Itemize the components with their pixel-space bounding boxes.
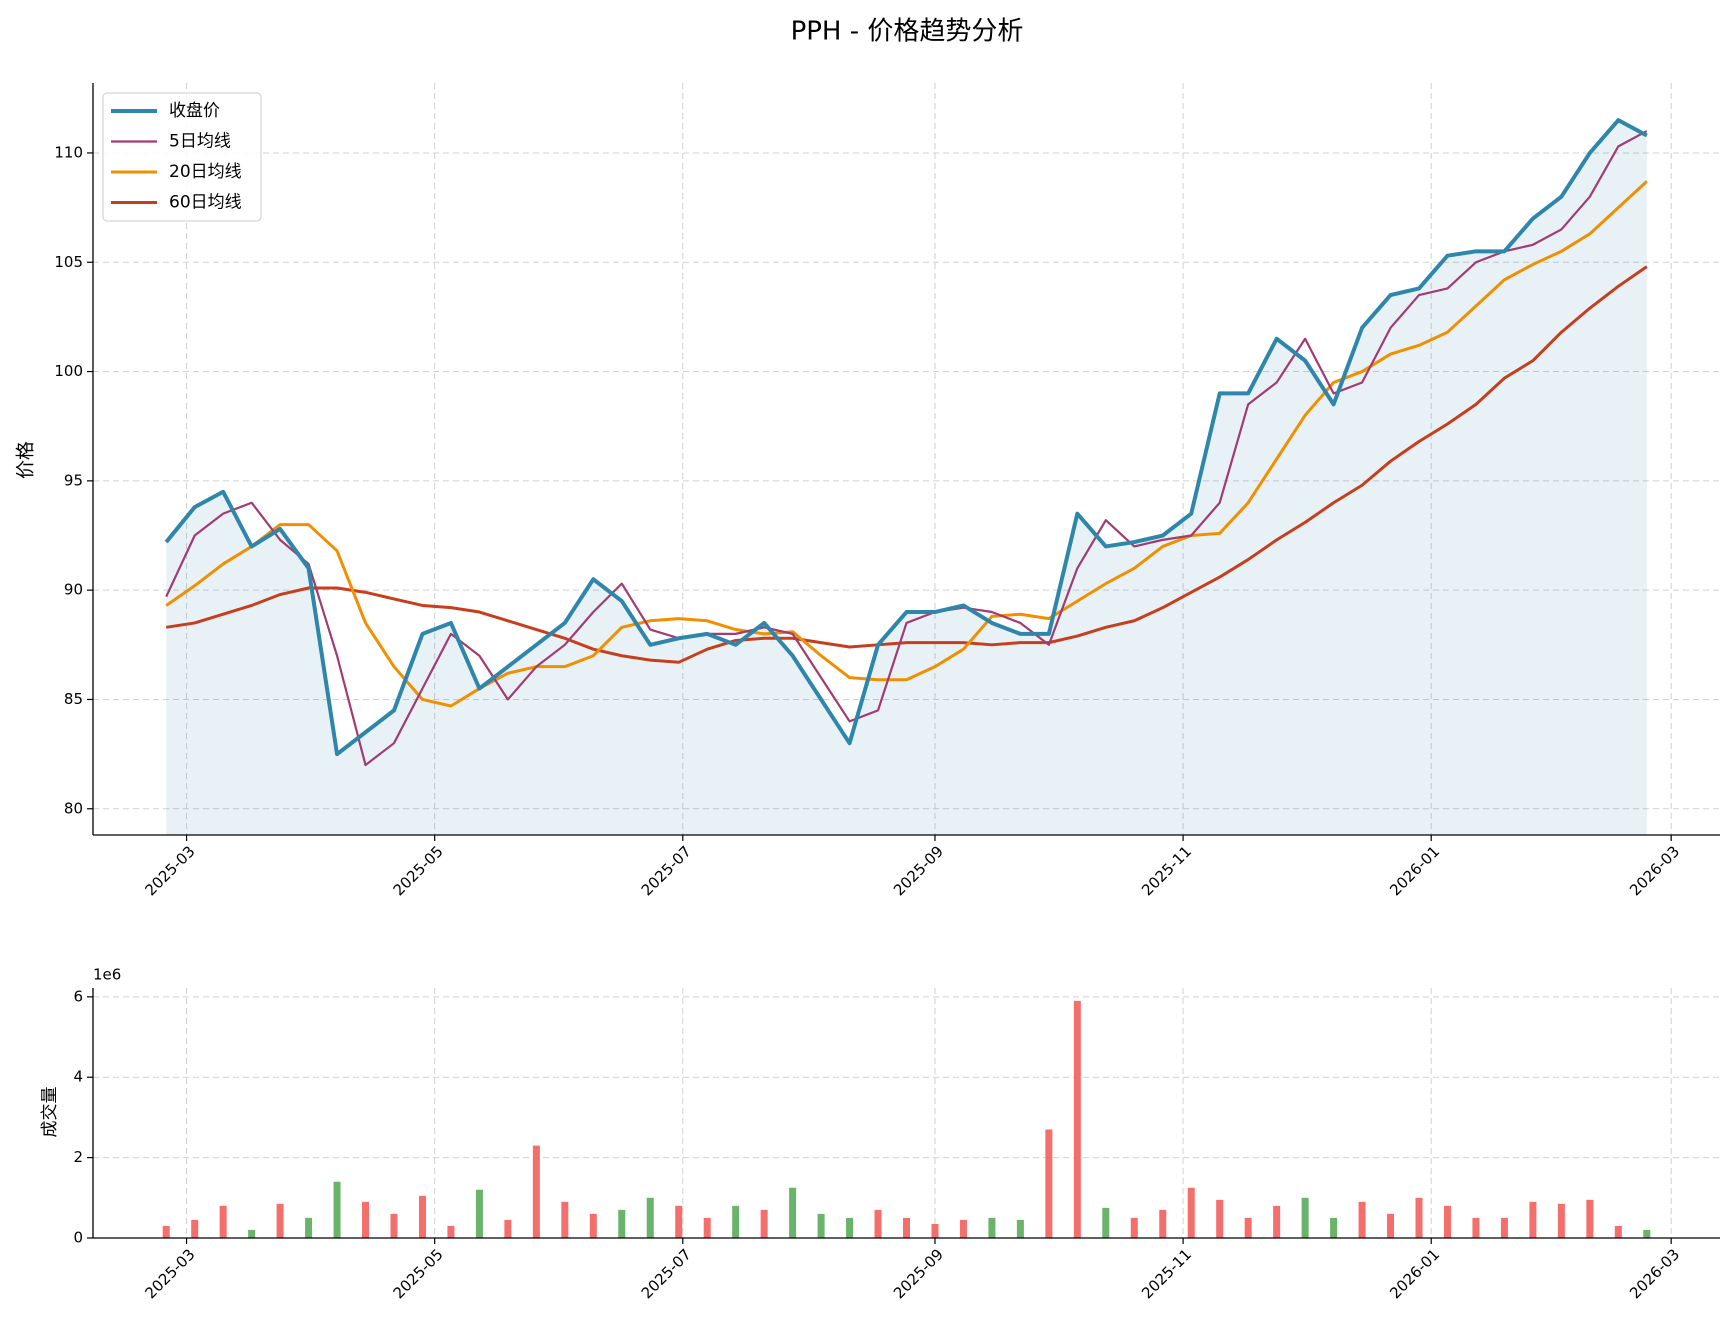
volume-bar [1301, 1197, 1309, 1238]
y-tick-label: 100 [54, 362, 83, 380]
volume-bar [362, 1201, 370, 1238]
line [165, 265, 1648, 664]
y-tick-label: 0 [73, 1229, 83, 1247]
volume-bar [191, 1219, 199, 1238]
volume-bar [1358, 1201, 1366, 1238]
volume-bar [1500, 1217, 1508, 1238]
legend-box [102, 92, 262, 222]
volume-bar [732, 1205, 740, 1238]
volume-bar [789, 1187, 797, 1238]
x-tick-label: 2026-03 [1626, 842, 1683, 899]
volume-bar [1415, 1197, 1423, 1238]
x-tick-label: 2025-07 [638, 842, 695, 899]
x-tick-label: 2025-03 [142, 1245, 199, 1302]
x-tick-label: 2025-05 [390, 842, 447, 899]
x-tick-label: 2025-03 [142, 842, 199, 899]
volume-bar [874, 1209, 882, 1238]
legend-label: 5日均线 [169, 132, 231, 152]
volume-bar [1330, 1217, 1338, 1238]
volume-bar [1273, 1205, 1281, 1238]
y-axis-label: 价格 [15, 441, 37, 479]
y-offset-label: 1e6 [93, 966, 121, 984]
volume-bar [589, 1213, 597, 1238]
volume-bar [475, 1189, 483, 1238]
volume-bar [959, 1219, 967, 1238]
x-tick-label: 2025-11 [1138, 1245, 1195, 1302]
volume-bar [1216, 1199, 1224, 1238]
y-tick-label: 80 [64, 799, 83, 817]
line [165, 180, 1648, 708]
volume-bar [675, 1205, 683, 1238]
y-tick-label: 110 [54, 143, 83, 161]
y-tick-label: 90 [64, 581, 83, 599]
volume-bar [1073, 1000, 1081, 1238]
volume-bar [418, 1195, 426, 1238]
volume-bar [1244, 1217, 1252, 1238]
x-tick-label: 2026-01 [1386, 1245, 1443, 1302]
volume-bar [846, 1217, 854, 1238]
volume-bar [1130, 1217, 1138, 1238]
y-tick-label: 4 [73, 1068, 83, 1086]
volume-bar [305, 1217, 313, 1238]
volume-bar [219, 1205, 227, 1238]
x-tick-label: 2025-09 [890, 1245, 947, 1302]
volume-bar [703, 1217, 711, 1238]
volume-bar [1557, 1203, 1565, 1238]
volume-bar [1443, 1205, 1451, 1238]
volume-bar [1529, 1201, 1537, 1238]
x-tick-label: 2025-09 [890, 842, 947, 899]
volume-bar [248, 1229, 256, 1238]
x-tick-label: 2026-01 [1386, 842, 1443, 899]
volume-bar [618, 1209, 626, 1238]
volume-bar [1016, 1219, 1024, 1238]
area [166, 120, 1647, 836]
y-tick-label: 6 [73, 987, 83, 1005]
y-tick-label: 2 [73, 1148, 83, 1166]
volume-bar [1586, 1199, 1594, 1238]
volume-bar [988, 1217, 996, 1238]
volume-bar [1614, 1225, 1622, 1238]
volume-bar [1187, 1187, 1195, 1238]
x-tick-label: 2025-07 [638, 1245, 695, 1302]
legend-label: 20日均线 [169, 162, 242, 182]
y-tick-label: 95 [64, 471, 83, 489]
x-tick-label: 2025-05 [390, 1245, 447, 1302]
volume-bar [561, 1201, 569, 1238]
volume-bar [646, 1197, 654, 1238]
line [165, 130, 1648, 767]
volume-bar [903, 1217, 910, 1238]
y-tick-label: 105 [54, 253, 83, 271]
volume-bar [1643, 1229, 1651, 1238]
legend-label: 收盘价 [169, 101, 220, 121]
volume-bar [1159, 1209, 1167, 1238]
x-tick-label: 2026-03 [1626, 1245, 1683, 1302]
volume-bar [162, 1225, 170, 1238]
legend-label: 60日均线 [169, 193, 242, 213]
volume-bar [931, 1223, 939, 1238]
volume-bar [504, 1219, 512, 1238]
volume-bar [817, 1213, 825, 1238]
volume-bar [276, 1203, 284, 1238]
y-axis-label: 成交量 [40, 1087, 60, 1138]
volume-bar [532, 1145, 540, 1238]
volume-bar [760, 1209, 768, 1238]
volume-bar [390, 1213, 398, 1238]
volume-bar [1387, 1213, 1395, 1238]
line [164, 118, 1648, 757]
x-tick-label: 2025-11 [1138, 842, 1195, 899]
volume-bar [1472, 1217, 1480, 1238]
y-tick-label: 85 [64, 690, 83, 708]
volume-bar [333, 1181, 341, 1238]
volume-bar [1045, 1129, 1053, 1238]
volume-bar [447, 1225, 455, 1238]
chart-title: PPH - 价格趋势分析 [791, 17, 1024, 47]
volume-bar [1102, 1207, 1110, 1238]
legend: 收盘价 5日均线 20日均线 60日均线 [102, 92, 262, 222]
